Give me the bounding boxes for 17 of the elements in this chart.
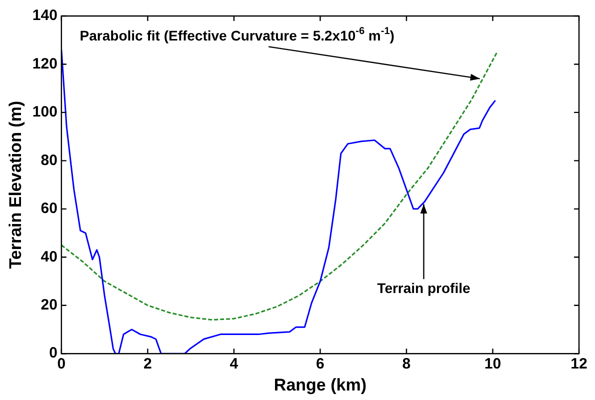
- y-tick-label: 40: [40, 248, 58, 266]
- annotation: Terrain profile: [377, 280, 470, 296]
- y-axis-title: Terrain Elevation (m): [6, 100, 25, 269]
- y-tick-label: 20: [40, 296, 58, 314]
- y-tick-label: 0: [49, 344, 58, 362]
- y-tick-label: 100: [32, 104, 58, 121]
- x-axis-title: Range (km): [274, 375, 367, 394]
- y-tick-label: 140: [32, 7, 58, 24]
- x-tick-label: 6: [316, 356, 324, 373]
- x-tick-label: 2: [144, 356, 152, 373]
- y-tick-label: 60: [40, 200, 58, 218]
- y-tick-label: 80: [40, 152, 58, 169]
- x-tick-label: 8: [402, 356, 411, 373]
- x-tick-label: 12: [570, 356, 588, 373]
- y-tick-label: 120: [32, 55, 58, 72]
- x-tick-label: 4: [230, 356, 239, 373]
- x-tick-label: 10: [484, 356, 502, 373]
